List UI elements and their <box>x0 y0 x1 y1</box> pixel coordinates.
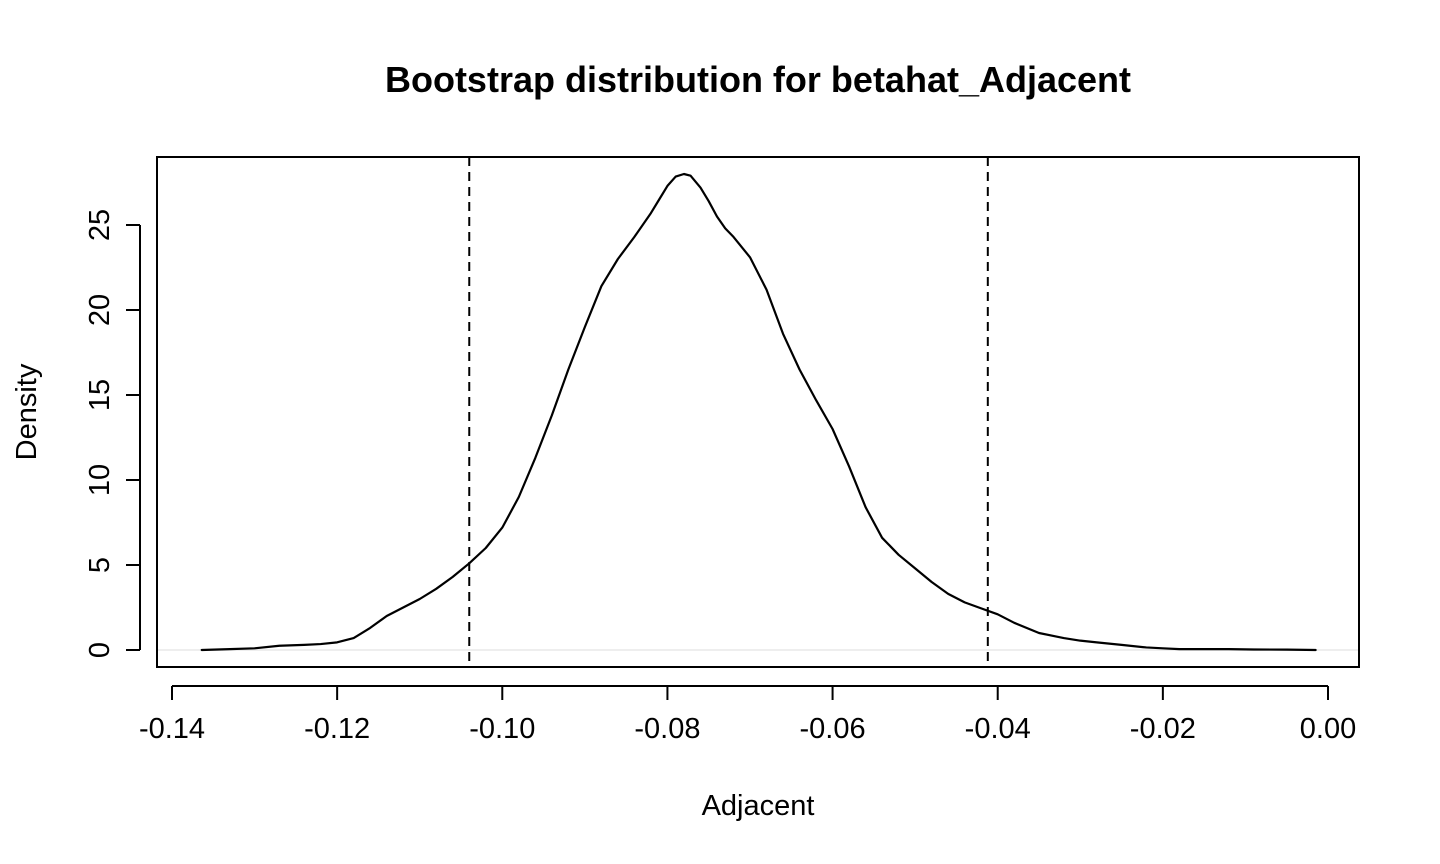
y-tick-label: 25 <box>84 209 116 241</box>
density-curve <box>200 172 1317 652</box>
x-tick-label: -0.04 <box>965 713 1031 745</box>
y-axis-label: Density <box>11 363 43 460</box>
plot-area: -0.14 -0.12 -0.10 -0.08 -0.06 -0.04 -0.02 0.00 0… <box>84 156 1360 745</box>
y-tick-label: 5 <box>84 557 116 573</box>
y-tick-label: 15 <box>84 379 116 411</box>
x-tick-label: -0.02 <box>1130 713 1196 745</box>
x-tick-label: -0.10 <box>469 713 535 745</box>
chart-title: Bootstrap distribution for betahat_Adjac… <box>385 59 1131 100</box>
plot-frame <box>156 156 1360 668</box>
x-tick-label: -0.08 <box>634 713 700 745</box>
y-tick-label: 20 <box>84 294 116 326</box>
y-tick-label: 10 <box>84 464 116 496</box>
x-tick-label: -0.06 <box>800 713 866 745</box>
y-tick-label: 0 <box>84 642 116 658</box>
x-tick-label: 0.00 <box>1300 713 1356 745</box>
x-tick-label: -0.14 <box>139 713 205 745</box>
x-tick-label: -0.12 <box>304 713 370 745</box>
x-axis-label: Adjacent <box>702 790 815 822</box>
